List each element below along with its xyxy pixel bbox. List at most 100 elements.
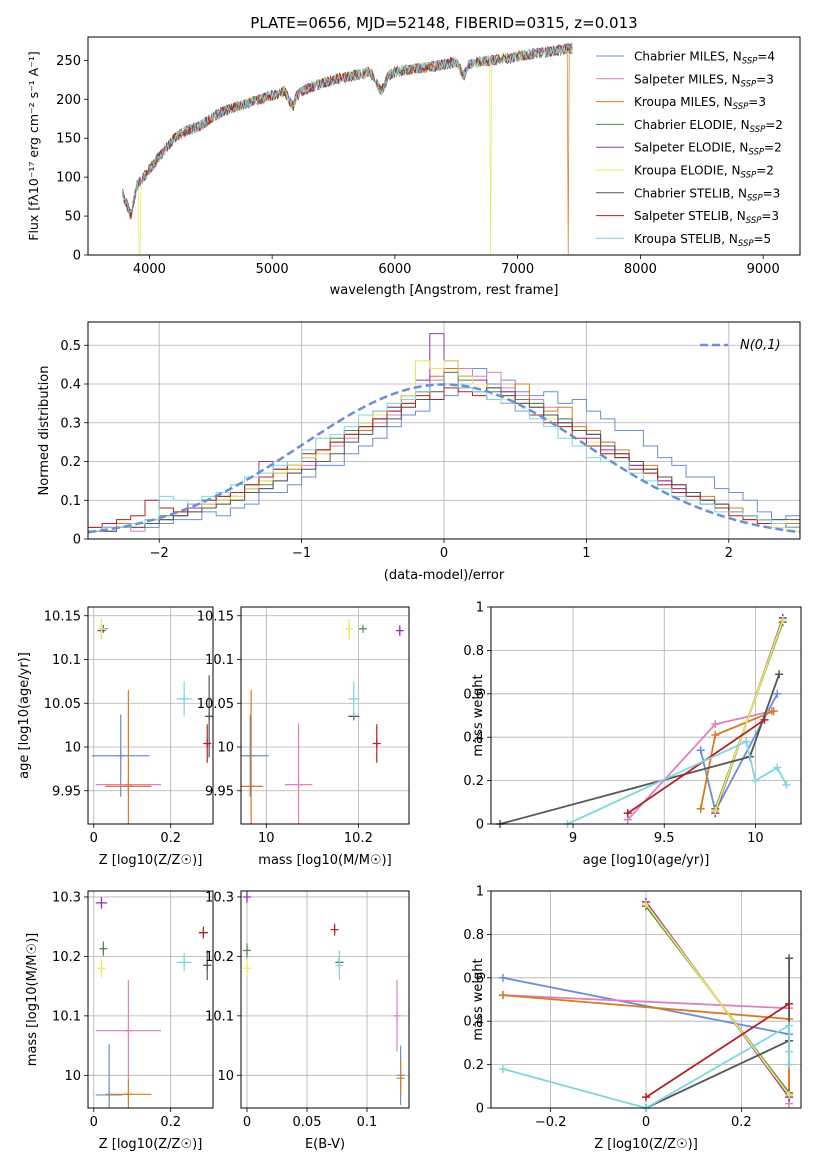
data-point-5	[243, 891, 251, 903]
data-point-9	[176, 953, 192, 972]
legend-label-8: Salpeter STELIB, NSSP=3	[634, 209, 779, 226]
y-tick-label: 0.3	[60, 416, 81, 431]
y-tick-label: 50	[64, 210, 81, 225]
x-tick-label: 10.2	[344, 831, 373, 846]
weight-marker	[785, 1060, 794, 1069]
weight-marker	[773, 763, 782, 772]
legend-label-1: Chabrier MILES, NSSP=4	[634, 50, 775, 67]
legend-label-6: Kroupa ELODIE, NSSP=2	[634, 164, 774, 181]
weight-marker	[742, 737, 751, 746]
y-tick-label: 10.1	[205, 1009, 234, 1024]
y-axis-label: age [log10(age/yr)]	[17, 652, 32, 779]
data-point-8	[198, 926, 208, 939]
y-tick-label: 100	[56, 171, 81, 186]
y-tick-label: 0.6	[463, 687, 484, 702]
data-point-8	[203, 724, 212, 763]
y-tick-label: 0.2	[60, 455, 81, 470]
panel-5-axes: 9 9.5 10 0 0.2 0.4 0.6 0.8 1	[463, 601, 801, 846]
y-tick-label: 10	[64, 1069, 81, 1084]
y-tick-label: 1	[476, 885, 484, 900]
y-tick-label: 0.4	[60, 378, 81, 393]
data-point-2	[95, 980, 162, 1082]
legend-label-normal: N(0,1)	[740, 338, 781, 353]
y-tick-label: 10.3	[205, 890, 234, 905]
x-axis-label: wavelength [Angstrom, rest frame]	[330, 283, 559, 298]
panel-1-frame	[87, 36, 801, 256]
x-axis-label: age [log10(age/yr)]	[583, 853, 710, 868]
x-tick-label: −1	[292, 546, 311, 561]
data-point-5	[395, 625, 404, 636]
panel-3-frame	[87, 606, 214, 825]
data-point-4	[99, 941, 108, 956]
y-tick-label: 0.8	[463, 644, 484, 659]
x-tick-label: 0	[642, 1115, 650, 1130]
y-tick-label: 10	[64, 741, 81, 756]
y-tick-label: 0.6	[463, 971, 484, 986]
x-tick-label: 8000	[624, 262, 657, 277]
weight-marker	[785, 1047, 794, 1056]
y-tick-label: 250	[56, 54, 81, 69]
x-tick-label: 0.1	[357, 1115, 378, 1130]
data-point-8	[330, 923, 339, 936]
x-tick-label: 4000	[133, 262, 166, 277]
weight-line-8	[645, 1003, 790, 1098]
weight-marker	[498, 973, 507, 982]
y-tick-label: 10	[217, 741, 234, 756]
data-point-6	[97, 959, 106, 978]
weight-line-9	[567, 740, 788, 824]
weight-marker	[778, 616, 787, 625]
x-tick-label: 10	[258, 831, 275, 846]
spectrum-line-3	[122, 43, 573, 255]
data-point-3	[241, 690, 263, 824]
spectrum-line-9	[122, 44, 573, 214]
x-axis-label: mass [log10(M/M☉)]	[258, 853, 391, 868]
panel-5-frame	[490, 606, 802, 825]
legend-label-5: Salpeter ELODIE, NSSP=2	[634, 141, 782, 158]
y-tick-label: 0	[476, 818, 484, 833]
y-axis-label: mass weight	[471, 958, 486, 1040]
weight-marker	[642, 1093, 650, 1102]
x-tick-label: 5000	[256, 262, 289, 277]
weight-marker	[785, 1021, 794, 1030]
weight-marker	[773, 689, 782, 698]
x-axis-label: (data-model)/error	[384, 568, 505, 583]
y-tick-label: 10.05	[44, 697, 81, 712]
panel-8-frame	[490, 890, 802, 1109]
y-tick-label: 10.2	[205, 950, 234, 965]
data-point-3	[105, 1079, 152, 1108]
panel-4-frame	[240, 606, 410, 825]
data-point-4	[243, 943, 251, 958]
y-tick-label: 0	[476, 1102, 484, 1117]
legend-label-2: Salpeter MILES, NSSP=3	[634, 72, 774, 89]
data-point-4	[358, 624, 367, 633]
data-point-2	[393, 980, 401, 1052]
data-point-9	[335, 950, 344, 981]
legend-label-9: Kroupa STELIB, NSSP=5	[634, 232, 771, 249]
panel-8-axes: −0.2 0 0.2 0 0.2 0.4 0.6 0.8 1	[463, 885, 801, 1130]
spectrum-line-5	[122, 44, 573, 218]
x-tick-label: 0.2	[160, 831, 181, 846]
weight-line-7	[645, 958, 790, 1108]
x-tick-label: 7000	[501, 262, 534, 277]
y-tick-label: 0.2	[463, 1058, 484, 1073]
data-point-7	[205, 675, 213, 758]
weight-line-8	[627, 719, 766, 814]
weight-marker	[775, 670, 784, 679]
weight-marker	[785, 954, 794, 963]
x-tick-label: 9000	[747, 262, 780, 277]
panel-1-axes: 4000 5000 6000 7000 8000 9000 0 50 100 150 200 250	[56, 54, 780, 277]
y-tick-label: 1	[476, 601, 484, 616]
panel-2-frame	[87, 321, 801, 540]
y-tick-label: 10.3	[52, 890, 81, 905]
weight-marker	[711, 720, 720, 729]
data-point-3	[396, 1060, 405, 1097]
data-point-5	[95, 896, 108, 909]
data-point-3	[105, 690, 152, 824]
x-tick-label: 6000	[378, 262, 411, 277]
y-tick-label: 10.1	[52, 653, 81, 668]
y-tick-label: 150	[56, 132, 81, 147]
weight-marker	[696, 804, 705, 813]
y-tick-label: 0.2	[463, 774, 484, 789]
y-axis-label: mass [log10(M/M☉)]	[25, 933, 40, 1066]
